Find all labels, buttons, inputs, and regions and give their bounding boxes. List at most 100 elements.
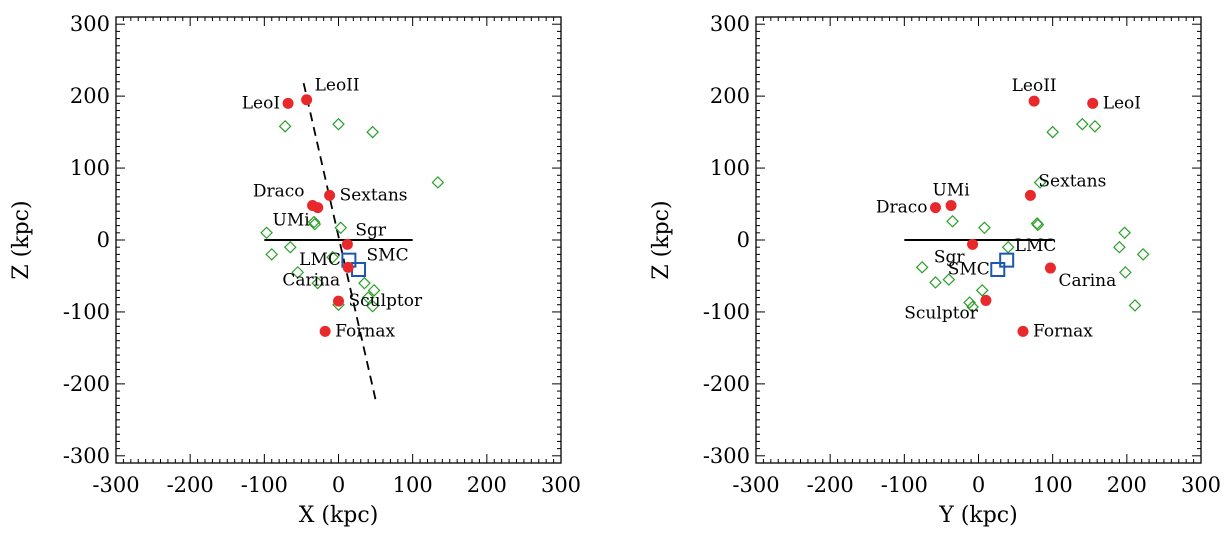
cloud-label: LMC (299, 250, 341, 270)
candidate-diamond (1031, 218, 1045, 232)
y-tick-label: 100 (710, 156, 750, 180)
y-axis-title: Z (kpc) (9, 200, 34, 279)
candidate-diamond (334, 221, 348, 235)
panel-yz: -300 -200 -100 0 100 200 300 -300 -200 -100 0 100 20… (649, 12, 1221, 528)
x-axis-title: X (kpc) (299, 503, 379, 528)
candidate-diamond (1075, 117, 1089, 131)
y-tick-label: -100 (63, 300, 110, 324)
y-tick-label: 300 (70, 12, 110, 36)
candidate-diamond (1113, 240, 1126, 254)
candidate-diamond (431, 176, 445, 189)
candidate-diamond (332, 117, 345, 131)
y-tick-label: -100 (703, 300, 750, 324)
x-tick-label: 0 (332, 473, 345, 497)
candidate-diamond (1033, 176, 1047, 189)
candidate-diamond (361, 291, 375, 304)
x-tick-label: 200 (467, 473, 507, 497)
y-tick-label: 100 (70, 156, 110, 180)
satellite-dot (1044, 262, 1056, 274)
candidate-diamond (326, 250, 339, 264)
candidate-diamond (1088, 119, 1102, 133)
candidate-diamond (366, 299, 379, 313)
x-tick-label: 300 (541, 473, 581, 497)
satellite-dot (1087, 97, 1099, 109)
magellanic-cloud-square (351, 261, 367, 277)
x-tick-label: 0 (972, 473, 985, 497)
candidate-diamond (367, 284, 381, 297)
y-tick-label: -300 (703, 444, 750, 468)
candidate-diamond (265, 248, 279, 261)
y-tick-label: 200 (710, 84, 750, 108)
satellite-label: Sextans (1038, 171, 1106, 191)
candidate-diamond (1118, 226, 1131, 240)
magellanic-cloud-square (990, 261, 1006, 277)
satellite-label: Fornax (335, 321, 395, 341)
satellite-label: Sculptor (904, 303, 979, 323)
satellite-label: Carina (282, 270, 340, 290)
satellite-label: UMi (273, 211, 311, 231)
x-tick-label: 300 (1181, 473, 1221, 497)
candidate-diamond (946, 214, 959, 228)
satellite-dot (1028, 95, 1040, 107)
satellite-label: Fornax (1033, 321, 1093, 341)
y-tick-label: -200 (703, 372, 750, 396)
y-axis-title: Z (kpc) (649, 200, 674, 279)
satellite-label: Sculptor (349, 291, 424, 311)
x-tick-label: -100 (881, 473, 928, 497)
candidate-diamond (307, 215, 321, 229)
satellite-label: LeoI (1103, 93, 1141, 113)
fit-dashed-line (302, 82, 377, 400)
magellanic-cloud-square (999, 252, 1015, 268)
satellite-dot (980, 294, 992, 306)
x-tick-label: 200 (1107, 473, 1147, 497)
candidate-diamond (366, 125, 379, 139)
y-tick-label: 300 (710, 12, 750, 36)
satellite-dot (342, 261, 354, 273)
candidate-diamond (966, 300, 979, 314)
candidate-diamond (278, 119, 292, 133)
y-tick-label: -200 (63, 372, 110, 396)
candidate-diamond (978, 221, 991, 235)
candidate-diamond (358, 276, 371, 290)
x-tick-label: -300 (92, 473, 139, 497)
candidate-diamond (915, 260, 929, 274)
y-tick-label: 200 (70, 84, 110, 108)
satellite-label: LeoII (315, 76, 360, 96)
x-tick-label: -300 (732, 473, 779, 497)
satellite-dot (929, 202, 941, 214)
y-tick-label: 0 (737, 228, 750, 252)
x-tick-label: 100 (393, 473, 433, 497)
candidate-diamond (1001, 240, 1015, 254)
panel-xz: -300 -200 -100 0 100 200 300 -300 -200 -100 0 100 20… (9, 12, 581, 528)
satellite-dot (301, 94, 313, 106)
candidate-diamond (1119, 266, 1132, 279)
satellite-dot (967, 238, 979, 250)
candidate-diamond (929, 276, 942, 289)
satellite-label: Sgr (355, 220, 387, 240)
candidate-diamond (975, 284, 989, 297)
x-tick-label: -200 (807, 473, 854, 497)
candidate-diamond (1046, 125, 1060, 139)
cloud-label: LMC (1015, 236, 1057, 256)
satellite-dot (312, 202, 324, 214)
satellite-label: LeoI (242, 93, 280, 113)
satellite-label: Sextans (340, 185, 408, 205)
satellite-label: Carina (1058, 271, 1116, 291)
cloud-label: SMC (367, 245, 409, 265)
x-axis-title: Y (kpc) (938, 503, 1017, 528)
satellite-dot (282, 97, 294, 109)
x-tick-label: -100 (241, 473, 288, 497)
y-tick-label: 0 (97, 228, 110, 252)
satellite-dot (945, 199, 957, 211)
candidate-diamond (942, 273, 956, 286)
candidate-diamond (260, 226, 273, 240)
candidate-diamond (283, 240, 297, 254)
satellite-dot (1024, 189, 1036, 201)
satellite-dot (333, 295, 344, 307)
candidate-diamond (963, 296, 976, 309)
y-tick-label: -300 (63, 444, 110, 468)
satellite-dot (1017, 325, 1029, 337)
candidate-diamond (308, 217, 322, 231)
candidate-diamond (1128, 299, 1142, 312)
